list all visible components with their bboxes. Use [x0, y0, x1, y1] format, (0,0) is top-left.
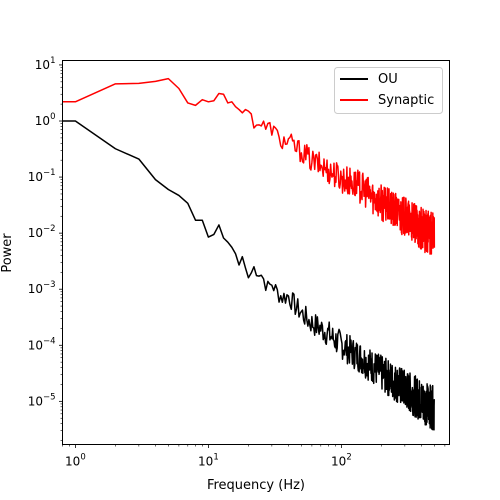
legend-label-ou: OU [378, 72, 398, 87]
y-tick-label: 10−1 [28, 168, 56, 184]
x-tick-label: 101 [198, 453, 219, 469]
y-axis-label: Power [0, 233, 15, 273]
series-line-ou [63, 121, 435, 430]
y-axis: 101 100 10−1 10−2 10−3 10−4 10−5 [28, 56, 63, 441]
x-tick-label: 102 [331, 453, 352, 469]
series-layer [63, 79, 435, 430]
x-axis: 100 101 102 [63, 445, 445, 469]
y-tick-label: 10−5 [28, 392, 56, 408]
y-tick-label: 10−2 [28, 224, 56, 240]
y-tick-label: 100 [35, 112, 56, 128]
x-tick-label: 100 [65, 453, 86, 469]
y-tick-label: 101 [35, 56, 56, 72]
legend: OU Synaptic [335, 68, 443, 114]
legend-label-synaptic: Synaptic [378, 93, 434, 108]
x-axis-label: Frequency (Hz) [207, 478, 305, 493]
y-tick-label: 10−3 [28, 280, 56, 296]
y-tick-label: 10−4 [28, 336, 56, 352]
